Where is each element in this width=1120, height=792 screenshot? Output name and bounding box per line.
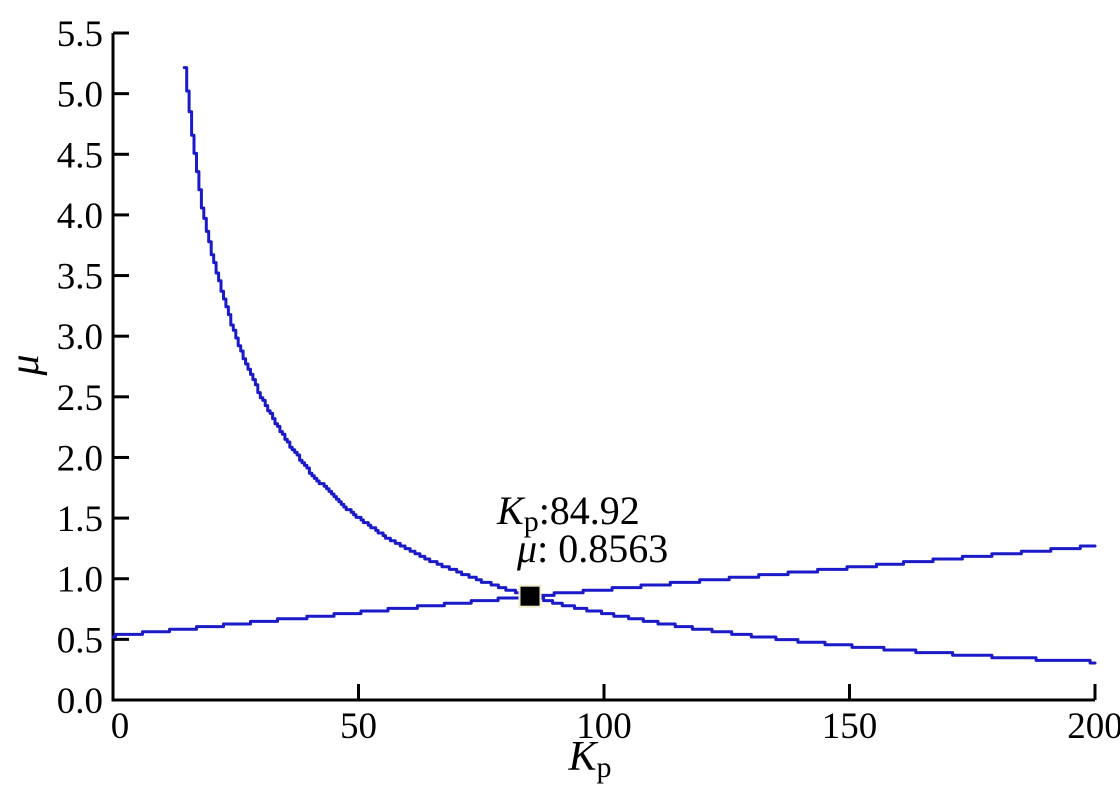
- y-tick-label: 0.5: [57, 620, 103, 661]
- x-tick-label: 0: [111, 706, 130, 747]
- y-axis-tick-labels: 0.0 0.5 1.0 1.5 2.0 2.5 3.0 3.5 4.0 4.5 5.0 5.5: [57, 14, 103, 722]
- annotation-line-kp: Kp:84.92: [496, 488, 640, 538]
- y-tick-label: 4.5: [57, 135, 103, 176]
- axes: 0.0 0.5 1.0 1.5 2.0 2.5 3.0 3.5 4.0 4.5 5.0 5.5 0 50…: [57, 14, 1120, 747]
- x-axis-label: Kp: [567, 734, 611, 784]
- y-axis-label: μ: [2, 354, 48, 376]
- x-axis-label-main: K: [567, 734, 598, 780]
- y-tick-label: 5.5: [57, 14, 103, 55]
- decreasing-curve: [182, 66, 1097, 665]
- y-tick-label: 4.0: [57, 196, 103, 237]
- annotation-mu-value: : 0.8563: [537, 526, 668, 571]
- x-tick-label: 200: [1067, 706, 1120, 747]
- y-tick-label: 3.5: [57, 257, 103, 298]
- y-tick-label: 2.5: [57, 378, 103, 419]
- x-axis-label-subscript: p: [597, 751, 612, 784]
- y-tick-label: 2.0: [57, 438, 103, 479]
- y-axis-ticks: [113, 31, 129, 702]
- x-tick-label: 100: [576, 706, 632, 747]
- intersection-annotation: Kp:84.92 μ: 0.8563: [496, 488, 668, 571]
- y-tick-label: 3.0: [57, 317, 103, 358]
- y-tick-label: 0.0: [57, 681, 103, 722]
- annotation-kp-value: :84.92: [539, 488, 640, 533]
- x-axis-tick-labels: 0 50 100 150 200: [111, 706, 1120, 747]
- intersection-marker: [518, 584, 542, 608]
- annotation-k-symbol: K: [496, 488, 526, 533]
- y-tick-label: 1.5: [57, 499, 103, 540]
- annotation-k-subscript: p: [524, 505, 539, 538]
- curves: [111, 66, 1097, 665]
- x-axis-ticks: [111, 684, 1097, 700]
- y-tick-label: 1.0: [57, 560, 103, 601]
- x-tick-label: 150: [822, 706, 878, 747]
- annotation-line-mu: μ: 0.8563: [516, 526, 668, 571]
- y-tick-label: 5.0: [57, 75, 103, 116]
- x-tick-label: 50: [340, 706, 377, 747]
- annotation-mu-symbol: μ: [516, 526, 537, 571]
- increasing-curve: [111, 544, 1097, 639]
